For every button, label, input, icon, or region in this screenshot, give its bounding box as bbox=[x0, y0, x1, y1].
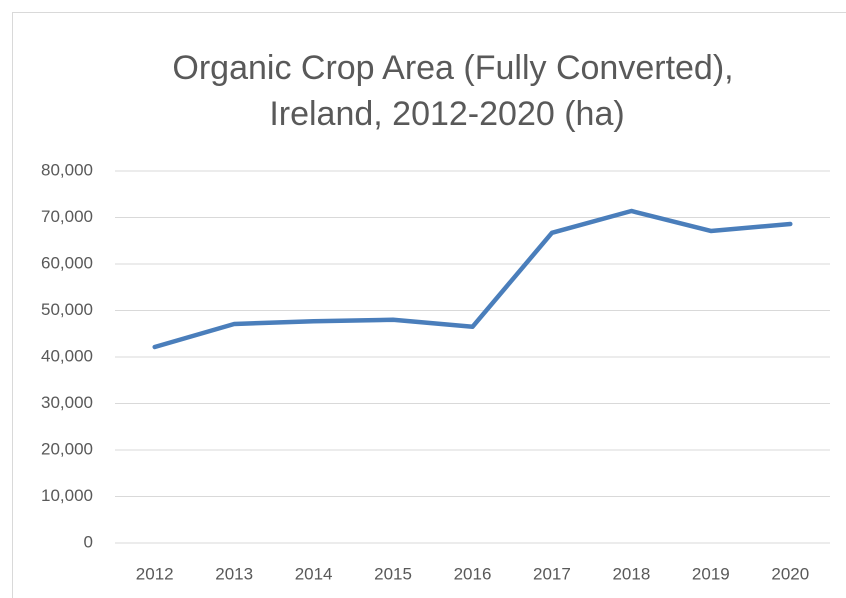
chart-title: Ireland, 2012-2020 (ha) bbox=[269, 95, 624, 133]
x-tick-label: 2017 bbox=[533, 564, 571, 583]
x-tick-label: 2012 bbox=[136, 564, 174, 583]
x-tick-label: 2020 bbox=[771, 564, 809, 583]
x-tick-label: 2014 bbox=[295, 564, 333, 583]
x-tick-label: 2016 bbox=[454, 564, 492, 583]
y-tick-label: 80,000 bbox=[41, 160, 93, 179]
x-tick-label: 2013 bbox=[215, 564, 253, 583]
y-tick-label: 40,000 bbox=[41, 346, 93, 365]
chart-title: Organic Crop Area (Fully Converted), bbox=[172, 49, 733, 87]
chart-border bbox=[12, 12, 846, 598]
y-tick-label: 70,000 bbox=[41, 207, 93, 226]
y-tick-label: 20,000 bbox=[41, 439, 93, 458]
x-tick-label: 2019 bbox=[692, 564, 730, 583]
y-tick-label: 0 bbox=[84, 532, 93, 551]
y-tick-label: 30,000 bbox=[41, 393, 93, 412]
y-tick-label: 50,000 bbox=[41, 300, 93, 319]
x-tick-label: 2018 bbox=[612, 564, 650, 583]
data-line bbox=[152, 208, 793, 350]
x-tick-label: 2015 bbox=[374, 564, 412, 583]
y-tick-label: 60,000 bbox=[41, 253, 93, 272]
y-tick-label: 10,000 bbox=[41, 486, 93, 505]
